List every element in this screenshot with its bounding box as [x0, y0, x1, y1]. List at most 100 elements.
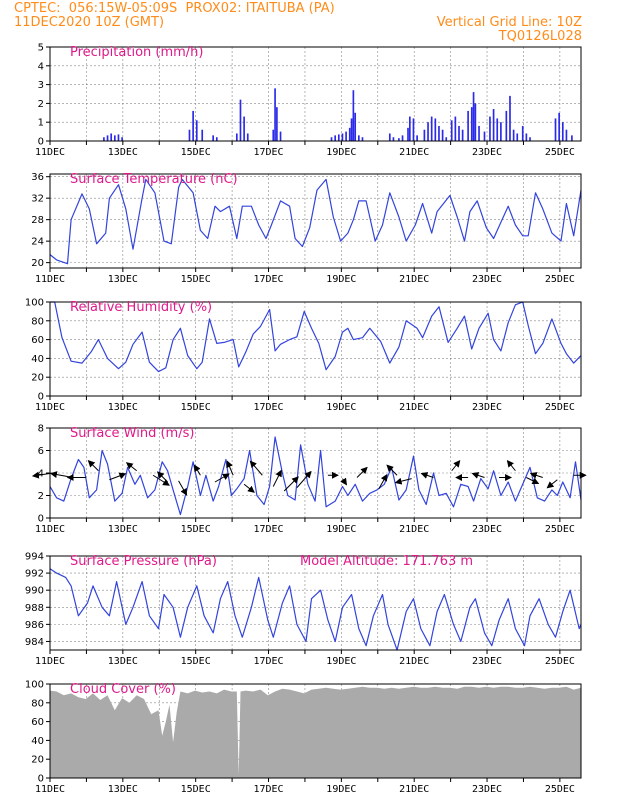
- y-tick-label: 4: [38, 469, 44, 480]
- x-tick-label: 23DEC: [472, 784, 502, 795]
- precip-bar: [571, 135, 573, 141]
- x-tick-label: 19DEC: [326, 274, 356, 285]
- y-tick-label: 0: [38, 137, 44, 148]
- x-tick-label: 21DEC: [399, 656, 429, 667]
- y-tick-label: 6: [38, 446, 44, 457]
- x-tick-label: 25DEC: [545, 274, 575, 285]
- precip-bar: [246, 133, 249, 141]
- x-tick-label: 25DEC: [545, 402, 575, 413]
- x-tick-label: 15DEC: [181, 274, 211, 285]
- precip-bar: [408, 116, 411, 141]
- wind-vector-arrow: [283, 476, 299, 492]
- wind-vector-arrow: [386, 464, 398, 476]
- precip-bar: [388, 133, 391, 141]
- wind-vector-arrow: [243, 483, 255, 493]
- precip-bar: [401, 135, 404, 141]
- y-tick-label: 60: [31, 717, 44, 728]
- y-tick-label: 40: [31, 354, 44, 365]
- x-tick-label: 25DEC: [545, 524, 575, 535]
- precip-bar: [407, 127, 409, 141]
- y-tick-label: 20: [31, 258, 44, 269]
- precip-bar: [554, 118, 557, 141]
- wind-vector-arrow: [451, 459, 461, 472]
- precip-bar: [272, 129, 275, 141]
- panel-title: Surface Pressure (hPa): [70, 554, 217, 569]
- rh-series-line: [50, 301, 582, 373]
- x-tick-label: 15DEC: [181, 524, 211, 535]
- panel-cloud: [46, 683, 582, 782]
- precip-bar: [441, 129, 444, 141]
- wind-series-line: [49, 436, 582, 516]
- wind-vector-arrow: [152, 474, 170, 486]
- wind-vector-arrow: [226, 460, 234, 476]
- temp-series-line: [49, 178, 582, 265]
- plot-frame: [49, 46, 582, 142]
- precip-bar: [239, 99, 242, 141]
- header-grid-note: Vertical Grid Line: 10Z: [436, 15, 582, 30]
- precip-bar: [496, 118, 499, 141]
- precip-bar: [512, 129, 515, 141]
- y-tick-label: 5: [38, 43, 44, 54]
- wind-vector-arrow: [125, 462, 137, 472]
- precip-bar: [215, 137, 218, 141]
- x-tick-label: 19DEC: [326, 524, 356, 535]
- y-tick-label: 1: [38, 118, 44, 129]
- wind-vector-arrow: [529, 472, 543, 479]
- x-tick-label: 11DEC: [35, 402, 65, 413]
- wind-vector-arrow: [272, 469, 282, 487]
- precip-bar: [478, 125, 480, 141]
- precip-bar: [467, 110, 469, 141]
- precip-bar: [276, 107, 278, 141]
- panel-title: Surface Wind (m/s): [70, 426, 194, 441]
- header-code: TQ0126L028: [498, 29, 582, 44]
- y-tick-label: 60: [31, 335, 44, 346]
- precip-bar: [458, 125, 460, 141]
- y-tick-label: 3: [38, 80, 44, 91]
- x-tick-label: 25DEC: [545, 656, 575, 667]
- x-tick-label: 21DEC: [399, 274, 429, 285]
- wind-vector-arrow: [214, 473, 230, 483]
- x-tick-label: 13DEC: [108, 402, 138, 413]
- y-tick-label: 40: [31, 736, 44, 747]
- wind-vector-arrow: [420, 472, 434, 479]
- precip-bar: [345, 131, 347, 141]
- precip-bar: [483, 131, 486, 141]
- panel-pressure: [46, 555, 582, 654]
- panel-title: Precipitation (mm/h): [70, 45, 203, 60]
- precip-bar: [423, 129, 426, 141]
- wind-vector-arrow: [378, 473, 388, 489]
- plot-frame: [49, 683, 582, 779]
- pressure-series-line: [49, 568, 582, 651]
- x-tick-label: 13DEC: [108, 274, 138, 285]
- x-tick-label: 11DEC: [35, 524, 65, 535]
- precip-bar: [505, 110, 508, 141]
- precip-bar: [472, 92, 475, 141]
- precip-bar: [438, 125, 440, 141]
- panel-wind: [31, 427, 587, 522]
- precip-bar: [201, 129, 204, 141]
- x-tick-label: 21DEC: [399, 784, 429, 795]
- x-tick-label: 19DEC: [326, 402, 356, 413]
- y-tick-label: 20: [31, 373, 44, 384]
- x-tick-label: 23DEC: [472, 656, 502, 667]
- plot-frame: [49, 301, 582, 397]
- wind-vector-arrow: [178, 480, 188, 496]
- y-tick-label: 0: [38, 774, 44, 785]
- y-tick-label: 988: [25, 603, 44, 614]
- precip-bar: [121, 137, 123, 141]
- y-tick-label: 100: [25, 298, 44, 309]
- precip-bar: [330, 137, 333, 141]
- precip-bar: [243, 116, 245, 141]
- precip-bar: [358, 135, 360, 141]
- wind-vector-arrow: [340, 477, 348, 486]
- y-tick-label: 100: [25, 680, 44, 691]
- precip-bar: [492, 109, 495, 141]
- precip-bar: [529, 137, 531, 141]
- x-tick-label: 17DEC: [253, 656, 283, 667]
- x-tick-label: 11DEC: [35, 147, 65, 158]
- precip-bar: [392, 137, 395, 141]
- panel-temp: [46, 173, 582, 272]
- precip-bar: [337, 134, 340, 141]
- wind-vector-arrow: [506, 459, 516, 472]
- y-tick-label: 28: [31, 215, 44, 226]
